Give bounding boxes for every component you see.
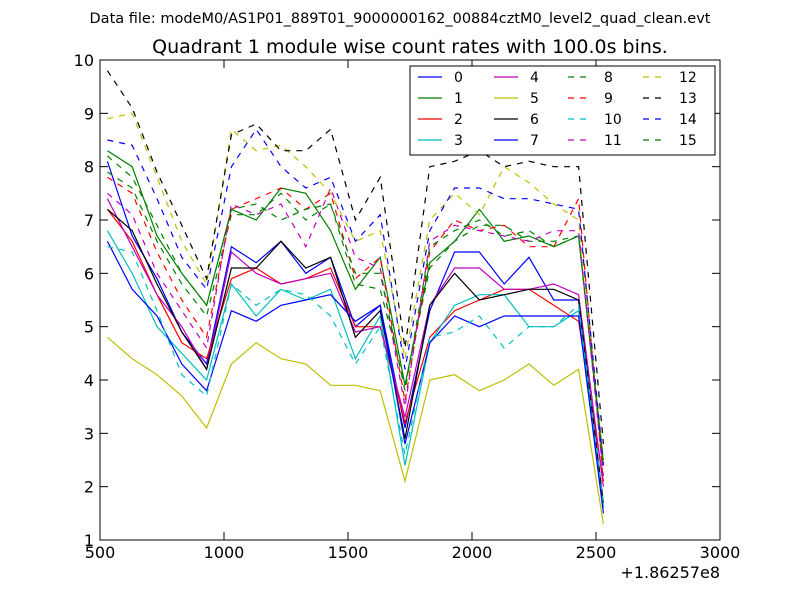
y-tick-label: 8 [84,158,94,177]
legend-label-11: 11 [604,133,622,149]
legend-label-15: 15 [679,133,697,149]
series-line-2 [106,208,604,482]
chart-suptitle: Data file: modeM0/AS1P01_889T01_90000001… [90,11,711,27]
legend-label-10: 10 [604,112,622,128]
y-tick-label: 6 [84,264,94,283]
x-axis: 500 1000 1500 2000 2500 3000 [85,60,741,562]
series-line-13 [106,70,604,445]
legend-label-1: 1 [454,91,463,107]
series-line-12 [107,112,604,461]
y-tick-label: 4 [84,371,94,390]
legend-label-9: 9 [604,91,613,107]
y-tick-label: 3 [84,424,94,443]
legend-label-13: 13 [679,91,697,107]
y-tick-label: 5 [84,318,94,337]
x-tick-label: 3000 [700,543,741,562]
series-line-0 [106,161,604,509]
y-tick-label: 7 [84,211,94,230]
legend-label-14: 14 [679,112,697,128]
series-line-14 [107,128,604,466]
series-line-4 [106,198,604,487]
legend-label-0: 0 [454,70,463,86]
chart-title: Quadrant 1 module wise count rates with … [152,36,668,58]
legend-label-5: 5 [530,91,539,107]
y-tick-label: 10 [74,51,94,70]
series-line-15 [107,155,604,466]
x-tick-label: 1500 [328,543,369,562]
x-tick-label: 500 [85,543,116,562]
plot-frame [99,59,721,541]
series-line-11 [107,186,604,477]
series-line-10 [107,246,604,503]
y-tick-label: 1 [84,531,94,550]
y-tick-label: 9 [84,104,94,123]
x-tick-label: 2000 [452,543,493,562]
legend-label-3: 3 [454,133,463,149]
x-axis-offset-label: +1.86257e8 [620,563,720,582]
series-line-5 [107,336,604,525]
series-line-6 [107,208,604,503]
legend-label-8: 8 [604,70,613,86]
legend-label-7: 7 [530,133,539,149]
legend-box [409,65,716,156]
legend-label-6: 6 [530,112,539,128]
legend-label-4: 4 [530,70,539,86]
series-line-9 [107,176,604,482]
series-line-8 [107,171,604,461]
series-line-7 [106,241,604,514]
legend-label-12: 12 [679,70,697,86]
x-tick-label: 1000 [204,543,245,562]
series-line-1 [107,150,604,466]
legend-label-2: 2 [454,112,463,128]
series-layer [106,70,604,525]
x-tick-label: 2500 [576,543,617,562]
y-tick-label: 2 [84,478,94,497]
